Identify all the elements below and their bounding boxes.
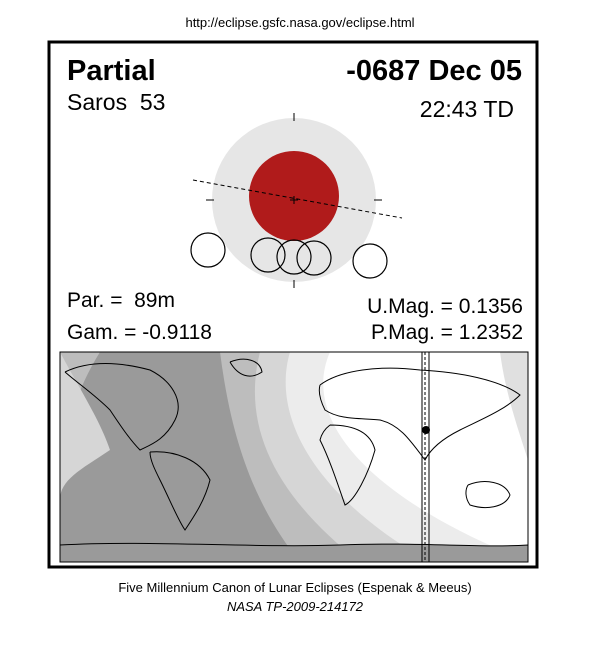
coastline bbox=[465, 481, 511, 508]
greatest-eclipse-point bbox=[422, 426, 430, 434]
penumbral-zone bbox=[500, 352, 528, 460]
penumbral-zone bbox=[60, 352, 110, 500]
moon bbox=[352, 243, 388, 279]
url: http://eclipse.gsfc.nasa.gov/eclipse.htm… bbox=[185, 15, 414, 30]
moon bbox=[250, 237, 286, 273]
moon bbox=[276, 239, 312, 275]
coastline bbox=[149, 451, 211, 531]
eclipse-geometry bbox=[190, 113, 403, 288]
footer-title: Five Millennium Canon of Lunar Eclipses … bbox=[118, 580, 471, 595]
gamma: Gam. = -0.9118 bbox=[67, 321, 212, 344]
moon bbox=[296, 240, 332, 276]
coastline bbox=[64, 363, 179, 451]
antarctica bbox=[60, 542, 528, 562]
coastline bbox=[319, 424, 376, 506]
footer-reference: NASA TP-2009-214172 bbox=[227, 599, 364, 614]
moon-path bbox=[192, 179, 403, 219]
coastline bbox=[229, 358, 263, 377]
saros: Saros 53 bbox=[67, 89, 165, 115]
time: 22:43 TD bbox=[420, 96, 514, 122]
visibility-map bbox=[59, 351, 529, 563]
duration: Par. = 89m bbox=[67, 289, 175, 312]
penumbral-magnitude: P.Mag. = 1.2352 bbox=[371, 321, 523, 344]
map-border bbox=[59, 351, 529, 563]
coastline bbox=[318, 367, 521, 461]
moon bbox=[190, 232, 226, 268]
eclipse-type: Partial bbox=[67, 55, 156, 87]
eclipse-date: -0687 Dec 05 bbox=[346, 55, 522, 87]
umbral-zone bbox=[60, 352, 300, 562]
umbral-magnitude: U.Mag. = 0.1356 bbox=[367, 295, 523, 318]
